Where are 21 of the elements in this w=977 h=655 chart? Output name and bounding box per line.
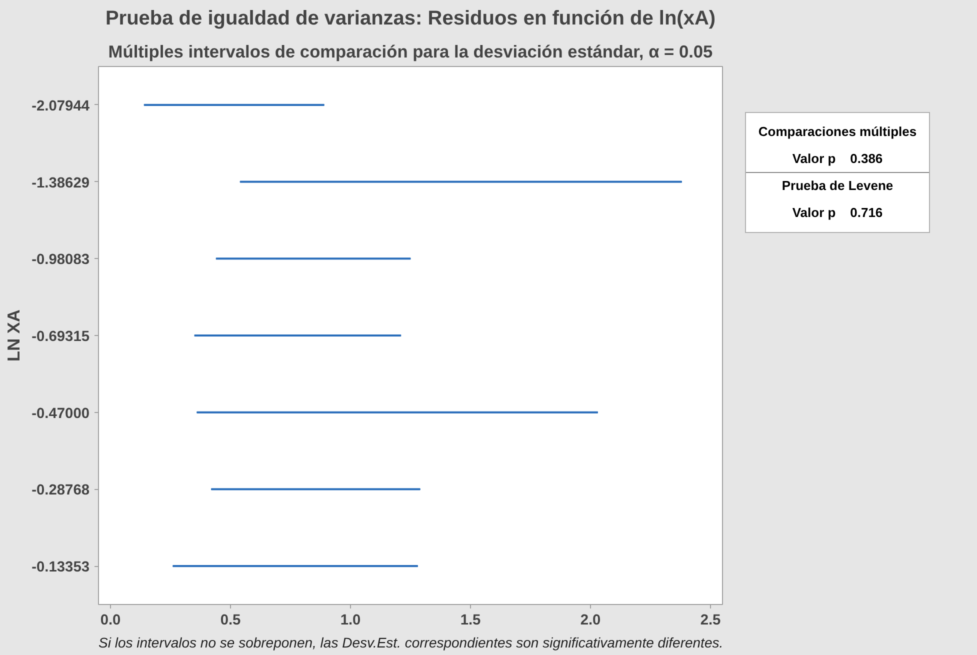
x-tick-label: 2.5 bbox=[700, 612, 721, 628]
text: Si los intervalos no se sobreponen, las Desv.Est. correspondientes son significativamente diferentes. bbox=[98, 634, 724, 650]
y-tick-label: -0.28768 bbox=[32, 482, 90, 499]
x-tick-label: 1.0 bbox=[340, 612, 361, 628]
y-tick-label: -2.07944 bbox=[32, 98, 90, 114]
y-tick-label: -0.13353 bbox=[32, 560, 90, 576]
y-axis-title: LN XA bbox=[4, 309, 24, 362]
x-tick-label: 0.0 bbox=[100, 612, 121, 628]
text: Comparaciones múltiples bbox=[757, 123, 918, 141]
y-tick-label: -0.47000 bbox=[32, 406, 90, 422]
chart-subtitle: Múltiples intervalos de comparación para la desviación estándar, α = 0.05 bbox=[108, 42, 714, 62]
y-tick-label: -1.38629 bbox=[32, 175, 90, 192]
text: Prueba de Levene bbox=[746, 172, 929, 200]
text: Valor p 0.386 bbox=[791, 150, 884, 168]
x-tick-label: 0.5 bbox=[220, 612, 241, 628]
x-tick-label: 1.5 bbox=[460, 612, 481, 628]
text: Valor p 0.716 bbox=[791, 204, 884, 222]
chart-title: Prueba de igualdad de varianzas: Residuos en función de ln(xA) bbox=[105, 8, 716, 30]
y-tick-label: -0.69315 bbox=[32, 329, 90, 345]
y-tick-label: -0.98083 bbox=[32, 252, 90, 268]
x-tick-label: 2.0 bbox=[580, 612, 601, 628]
